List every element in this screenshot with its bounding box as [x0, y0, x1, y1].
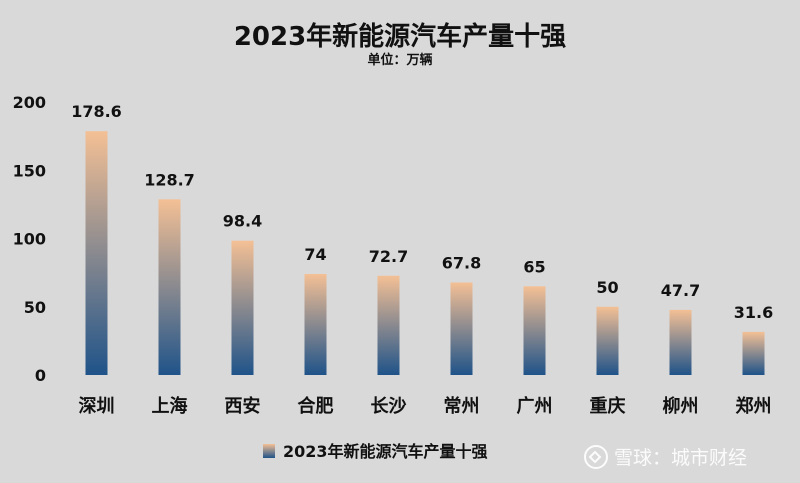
x-tick-label: 重庆 — [590, 395, 626, 417]
snowball-logo-icon — [584, 445, 608, 469]
data-label: 74 — [304, 245, 326, 264]
x-tick-label: 深圳 — [79, 395, 115, 417]
data-label: 50 — [596, 278, 618, 297]
x-tick-label: 柳州 — [663, 395, 699, 417]
bar — [231, 240, 254, 375]
watermark-text: 雪球：城市财经 — [614, 447, 747, 469]
legend: 2023年新能源汽车产量十强 — [263, 442, 488, 461]
bar — [742, 331, 765, 375]
data-label: 31.6 — [734, 303, 773, 322]
bars-group — [85, 131, 765, 375]
x-tick-label: 长沙 — [371, 396, 407, 417]
x-tick-label: 常州 — [444, 395, 480, 417]
bar — [304, 273, 327, 375]
x-axis: 深圳 上海 西安 合肥 长沙 常州 广州 重庆 柳州 郑州 — [79, 395, 772, 417]
bar — [523, 286, 546, 375]
y-tick-label: 0 — [35, 366, 46, 385]
data-label: 67.8 — [442, 253, 481, 272]
legend-label: 2023年新能源汽车产量十强 — [283, 442, 488, 461]
bar — [377, 275, 400, 375]
legend-swatch — [263, 444, 275, 458]
bar — [450, 282, 473, 375]
data-label: 72.7 — [369, 247, 408, 266]
data-label: 98.4 — [223, 212, 262, 231]
data-label: 65 — [523, 257, 545, 276]
data-label: 47.7 — [661, 281, 700, 300]
y-tick-label: 100 — [13, 230, 46, 249]
x-tick-label: 广州 — [517, 395, 553, 417]
data-label: 178.6 — [71, 102, 122, 121]
data-labels-group: 178.6 128.7 98.4 74 72.7 67.8 65 50 47.7 31.6 — [71, 102, 773, 322]
chart-subtitle: 单位：万辆 — [367, 52, 432, 68]
y-tick-label: 150 — [13, 161, 46, 180]
bar — [596, 306, 619, 375]
y-axis: 0 50 100 150 200 — [13, 93, 46, 385]
x-tick-label: 郑州 — [736, 395, 772, 417]
y-tick-label: 200 — [13, 93, 46, 112]
x-tick-label: 合肥 — [298, 395, 334, 417]
data-label: 128.7 — [144, 170, 195, 189]
bar — [85, 131, 108, 375]
chart-title: 2023年新能源汽车产量十强 — [234, 21, 566, 52]
x-tick-label: 上海 — [152, 395, 188, 417]
watermark: 雪球：城市财经 — [584, 445, 747, 469]
x-tick-label: 西安 — [225, 395, 261, 417]
bar — [669, 309, 692, 375]
bar — [158, 199, 181, 375]
y-tick-label: 50 — [24, 298, 46, 317]
